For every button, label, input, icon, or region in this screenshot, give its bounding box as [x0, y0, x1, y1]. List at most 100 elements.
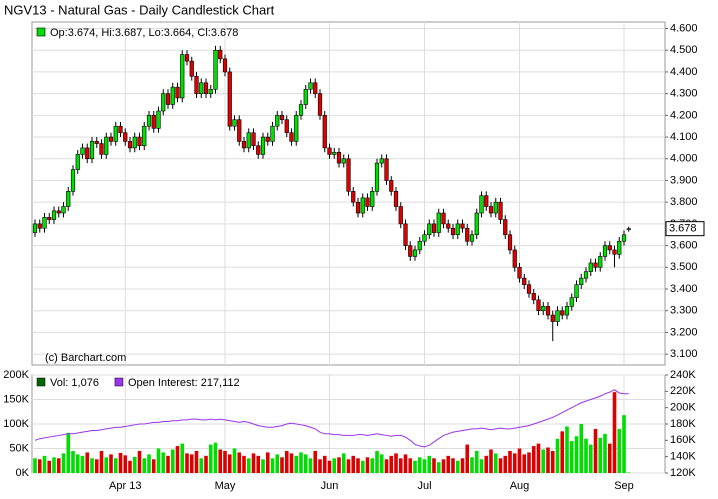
volume-bar	[256, 455, 261, 473]
volume-bar	[503, 455, 508, 473]
candle-body	[75, 154, 80, 170]
volume-bar	[432, 458, 436, 473]
candle-body	[455, 223, 460, 236]
candle-body	[469, 234, 475, 242]
candle-body	[574, 284, 579, 299]
volume-bar	[61, 453, 66, 473]
volume-bar	[536, 443, 541, 473]
y-tick-label: 3.200	[670, 326, 698, 338]
candle-body	[389, 180, 394, 192]
candle-body	[246, 132, 251, 149]
candle-body	[232, 119, 237, 127]
candle-body	[199, 82, 204, 94]
legend-text: Op:3.674, Hi:3.687, Lo:3.664, Cl:3.678	[50, 27, 238, 39]
volume-bar	[531, 446, 536, 473]
candle-body	[441, 212, 446, 225]
last-price-label: 3.678	[669, 223, 697, 235]
candle-body	[104, 136, 109, 155]
candle-body	[99, 143, 104, 155]
candle-body	[42, 217, 47, 229]
volume-bar	[156, 448, 161, 473]
legend-text: Vol: 1,076	[50, 377, 99, 389]
volume-bar	[560, 431, 565, 473]
volume-bar	[565, 426, 569, 473]
volume-bar	[470, 457, 474, 473]
volume-bar	[508, 450, 512, 473]
y-tick-label: 4.100	[670, 131, 698, 143]
candle-body	[161, 93, 166, 112]
candle-body	[431, 223, 437, 233]
candle-body	[412, 249, 418, 257]
volume-bar	[489, 449, 493, 473]
chart-title: NGV13 - Natural Gas - Daily Candlestick …	[4, 2, 275, 17]
candle-body	[621, 234, 627, 242]
candle-body	[427, 223, 432, 236]
volume-bar	[275, 454, 280, 473]
candle-body	[336, 151, 342, 164]
volume-bar	[455, 460, 460, 473]
volume-bar	[360, 460, 365, 473]
volume-bar	[603, 433, 607, 473]
volume-bar	[365, 457, 370, 473]
volume-bar	[33, 458, 37, 473]
candle-body	[465, 227, 470, 242]
candle-body	[332, 151, 337, 155]
candle-body	[617, 240, 622, 255]
volume-bar	[375, 450, 379, 473]
volume-bar	[37, 459, 42, 473]
volume-bar	[94, 459, 99, 473]
volume-bar	[441, 459, 446, 473]
volume-bar	[389, 455, 394, 473]
candle-body	[303, 88, 308, 105]
candle-body	[241, 141, 247, 149]
volume-bar	[579, 424, 584, 473]
volume-bar	[213, 442, 218, 473]
volume-bar	[270, 458, 275, 473]
candle-body	[61, 206, 66, 214]
volume-bar	[574, 436, 579, 473]
volume-bar	[289, 453, 294, 473]
volume-bar	[80, 455, 85, 473]
candle-body	[555, 310, 560, 322]
volume-bar	[66, 432, 71, 473]
volume-bar	[512, 453, 517, 473]
candle-body	[66, 191, 71, 207]
oi-line	[34, 389, 629, 448]
candle-body	[522, 277, 527, 285]
volume-bar	[56, 458, 61, 473]
candle-body	[146, 115, 152, 127]
volume-bar	[427, 455, 432, 473]
y2-tick-label: 240K	[670, 369, 696, 381]
volume-bar	[584, 438, 588, 473]
volume-bar	[189, 454, 194, 473]
volume-bar	[42, 455, 47, 473]
volume-bar	[351, 455, 356, 473]
volume-bar	[479, 459, 484, 473]
candle-body	[536, 299, 541, 312]
x-tick-label: Apr 13	[109, 480, 141, 492]
y-tick-label: 3.600	[670, 240, 698, 252]
candle-body	[127, 141, 133, 149]
candle-body	[203, 82, 209, 94]
y-tick-label: 3.500	[670, 261, 698, 273]
candle-body	[517, 267, 522, 279]
volume-bar	[460, 458, 465, 473]
volume-bar	[527, 452, 531, 473]
volume-bar	[356, 458, 360, 473]
x-tick-label: May	[215, 480, 236, 492]
y-tick-label: 4.400	[670, 66, 698, 78]
candle-body	[165, 93, 171, 105]
y-tick-label: 3.400	[670, 283, 698, 295]
volume-bar	[569, 441, 574, 473]
candle-body	[346, 158, 351, 192]
legend-text: Open Interest: 217,112	[128, 377, 240, 389]
candle-body	[222, 58, 228, 73]
volume-bar	[265, 452, 270, 473]
x-tick-label: Aug	[510, 480, 530, 492]
candle-body	[37, 223, 42, 229]
candle-body	[260, 136, 266, 155]
volume-bar	[474, 450, 479, 473]
y-tick-label: 4.000	[670, 153, 698, 165]
